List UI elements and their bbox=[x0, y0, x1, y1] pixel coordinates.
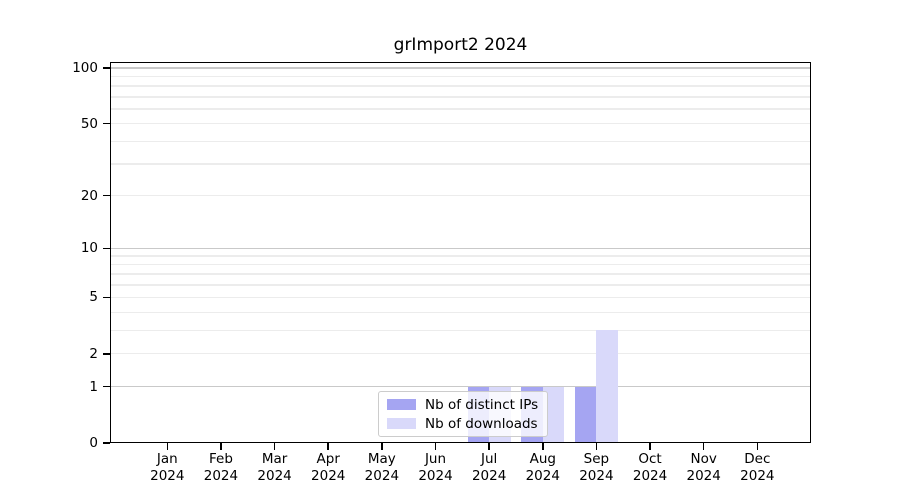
x-tick-label: May 2024 bbox=[364, 451, 400, 484]
y-tick-label: 2 bbox=[89, 345, 98, 362]
legend-label-downloads: Nb of downloads bbox=[425, 415, 538, 432]
chart-title: grImport2 2024 bbox=[393, 35, 528, 55]
gridline-minor bbox=[110, 122, 811, 125]
x-tick-mark bbox=[166, 443, 169, 450]
x-tick-mark bbox=[434, 443, 437, 450]
x-tick-label: Mar 2024 bbox=[257, 451, 292, 484]
gridline-minor bbox=[110, 75, 811, 78]
gridline-minor bbox=[110, 263, 811, 266]
y-tick-label: 100 bbox=[72, 60, 98, 77]
legend-swatch-downloads bbox=[387, 418, 416, 429]
gridline-minor bbox=[110, 284, 811, 286]
gridline-minor bbox=[110, 296, 811, 299]
gridline-minor bbox=[110, 163, 811, 165]
gridline-minor bbox=[110, 140, 811, 143]
gridline-major bbox=[110, 386, 811, 388]
x-tick-mark bbox=[649, 443, 651, 450]
x-tick-label: Jul 2024 bbox=[471, 451, 507, 484]
bar-downloads-Aug bbox=[542, 386, 565, 443]
legend-label-distinct-ips: Nb of distinct IPs bbox=[425, 396, 539, 413]
y-tick-mark bbox=[103, 67, 110, 69]
y-tick-label: 5 bbox=[89, 289, 98, 306]
y-tick-mark bbox=[103, 296, 110, 299]
x-tick-label: Aug 2024 bbox=[525, 451, 560, 484]
gridline-minor bbox=[110, 353, 811, 355]
x-tick-mark bbox=[488, 443, 490, 450]
gridline-minor bbox=[110, 96, 811, 98]
gridline-minor bbox=[110, 195, 811, 197]
x-tick-label: Feb 2024 bbox=[203, 451, 239, 484]
plot-area: Nb of distinct IPs Nb of downloads bbox=[110, 62, 811, 443]
x-tick-mark bbox=[702, 443, 705, 450]
y-tick-label: 20 bbox=[80, 187, 98, 204]
x-tick-mark bbox=[542, 443, 544, 450]
x-tick-label: Dec 2024 bbox=[740, 451, 775, 484]
x-tick-label: Nov 2024 bbox=[686, 451, 721, 484]
x-tick-mark bbox=[327, 443, 329, 450]
x-tick-mark bbox=[381, 443, 383, 450]
x-tick-label: Oct 2024 bbox=[632, 451, 668, 484]
y-tick-mark bbox=[103, 247, 110, 249]
y-tick-mark bbox=[103, 353, 110, 355]
gridline-minor bbox=[110, 108, 811, 110]
gridline-minor bbox=[110, 329, 811, 332]
y-tick-mark bbox=[103, 194, 110, 197]
legend: Nb of distinct IPs Nb of downloads bbox=[378, 391, 548, 437]
gridline-major bbox=[110, 247, 811, 249]
x-tick-label: Jan 2024 bbox=[150, 451, 185, 484]
y-tick-mark bbox=[103, 442, 110, 444]
gridline-minor bbox=[110, 273, 811, 275]
y-tick-label: 50 bbox=[80, 115, 98, 132]
gridline-minor bbox=[110, 255, 811, 257]
gridline-minor bbox=[110, 311, 811, 313]
legend-swatch-distinct-ips bbox=[387, 399, 416, 410]
y-tick-label: 1 bbox=[89, 378, 98, 395]
x-tick-mark bbox=[220, 443, 222, 450]
gridline-major bbox=[110, 67, 811, 69]
x-tick-label: Sep 2024 bbox=[579, 451, 614, 484]
y-tick-mark bbox=[103, 122, 110, 125]
x-tick-label: Apr 2024 bbox=[311, 451, 346, 484]
legend-item-downloads: Nb of downloads bbox=[387, 416, 539, 432]
bar-distinct-ips-Sep bbox=[574, 386, 597, 443]
gridline-minor bbox=[110, 85, 811, 87]
x-tick-label: Jun 2024 bbox=[418, 451, 453, 484]
legend-item-distinct-ips: Nb of distinct IPs bbox=[387, 397, 539, 413]
x-tick-mark bbox=[273, 443, 276, 450]
y-tick-label: 0 bbox=[89, 435, 98, 451]
x-tick-mark bbox=[595, 443, 598, 450]
y-tick-mark bbox=[103, 385, 110, 388]
y-tick-label: 10 bbox=[80, 240, 98, 257]
bar-downloads-Sep bbox=[596, 330, 618, 443]
x-tick-mark bbox=[756, 443, 759, 450]
